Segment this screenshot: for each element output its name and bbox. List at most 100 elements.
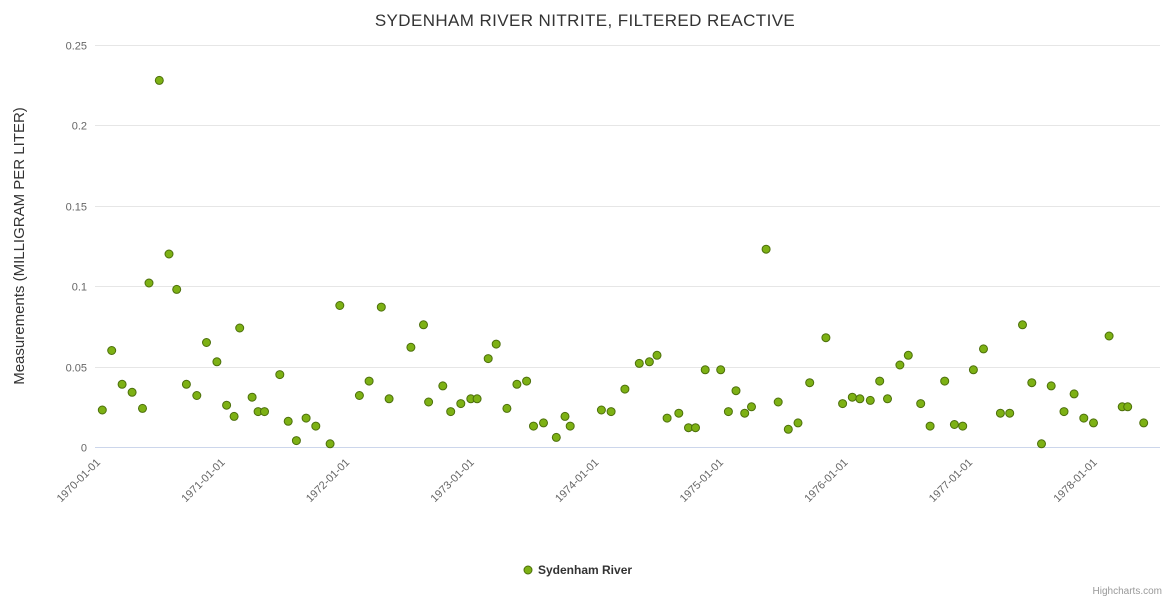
data-point[interactable] (154, 75, 164, 85)
data-point[interactable] (247, 392, 257, 402)
data-point[interactable] (212, 357, 222, 367)
data-point[interactable] (740, 408, 750, 418)
data-point[interactable] (995, 408, 1005, 418)
data-point[interactable] (895, 360, 905, 370)
data-point[interactable] (376, 302, 386, 312)
data-point[interactable] (596, 405, 606, 415)
legend-series-label[interactable]: Sydenham River (538, 563, 632, 577)
data-point[interactable] (652, 350, 662, 360)
x-tick-label: 1970-01-01 (55, 457, 103, 505)
data-point[interactable] (384, 394, 394, 404)
data-point[interactable] (1079, 413, 1089, 423)
data-point[interactable] (865, 395, 875, 405)
data-point[interactable] (364, 376, 374, 386)
legend-marker-icon (523, 565, 533, 575)
data-point[interactable] (903, 350, 913, 360)
data-point[interactable] (606, 407, 616, 417)
data-point[interactable] (117, 379, 127, 389)
data-point[interactable] (291, 436, 301, 446)
data-point[interactable] (958, 421, 968, 431)
data-point[interactable] (662, 413, 672, 423)
data-point[interactable] (731, 386, 741, 396)
data-point[interactable] (940, 376, 950, 386)
data-point[interactable] (406, 342, 416, 352)
data-point[interactable] (260, 407, 269, 417)
data-point[interactable] (235, 323, 245, 333)
data-point[interactable] (1104, 331, 1114, 341)
data-point[interactable] (456, 399, 466, 409)
data-point[interactable] (522, 376, 532, 386)
data-point[interactable] (855, 394, 865, 404)
data-point[interactable] (979, 344, 988, 354)
data-point[interactable] (691, 423, 700, 433)
data-point[interactable] (438, 381, 448, 391)
data-point[interactable] (164, 249, 174, 259)
data-point[interactable] (144, 278, 154, 288)
data-point[interactable] (138, 403, 147, 413)
data-point[interactable] (491, 339, 501, 349)
data-point[interactable] (821, 333, 831, 343)
data-point[interactable] (1005, 408, 1015, 418)
data-point[interactable] (560, 411, 570, 421)
data-point[interactable] (674, 408, 684, 418)
data-point[interactable] (419, 320, 428, 330)
data-point[interactable] (773, 397, 783, 407)
data-point[interactable] (127, 387, 137, 397)
data-point[interactable] (620, 384, 630, 394)
data-point[interactable] (634, 358, 644, 368)
data-point[interactable] (172, 284, 182, 294)
data-point[interactable] (883, 394, 892, 404)
data-point[interactable] (723, 407, 733, 417)
data-point[interactable] (283, 416, 293, 426)
data-point[interactable] (472, 394, 482, 404)
credits-link[interactable]: Highcharts.com (1093, 586, 1162, 597)
data-point[interactable] (1027, 378, 1037, 388)
data-point[interactable] (181, 379, 191, 389)
data-point[interactable] (1139, 418, 1149, 428)
data-point[interactable] (192, 391, 202, 400)
data-point[interactable] (1123, 402, 1133, 412)
data-point[interactable] (1089, 418, 1098, 428)
data-point[interactable] (700, 365, 710, 375)
data-point[interactable] (354, 391, 364, 400)
data-point[interactable] (761, 244, 771, 254)
data-point[interactable] (335, 301, 345, 310)
data-point[interactable] (644, 357, 654, 367)
data-point[interactable] (805, 378, 815, 388)
data-point[interactable] (97, 405, 107, 415)
data-point[interactable] (925, 421, 935, 431)
data-point[interactable] (783, 424, 793, 434)
data-point[interactable] (483, 354, 493, 364)
data-point[interactable] (949, 420, 959, 429)
data-point[interactable] (311, 421, 321, 431)
data-point[interactable] (847, 392, 857, 402)
data-point[interactable] (1046, 381, 1056, 391)
data-point[interactable] (968, 365, 978, 375)
data-point[interactable] (229, 411, 239, 421)
data-point[interactable] (747, 402, 756, 412)
data-point[interactable] (502, 403, 512, 413)
data-point[interactable] (275, 370, 285, 380)
legend[interactable]: Sydenham River (523, 563, 632, 577)
data-point[interactable] (1018, 320, 1027, 330)
data-point[interactable] (301, 413, 311, 423)
data-point[interactable] (529, 421, 538, 431)
data-point[interactable] (875, 376, 885, 386)
data-point[interactable] (551, 432, 561, 442)
data-point[interactable] (539, 418, 548, 428)
data-point[interactable] (512, 379, 522, 389)
data-point[interactable] (916, 399, 926, 409)
data-point[interactable] (1059, 407, 1069, 417)
data-point[interactable] (716, 365, 726, 375)
data-point[interactable] (565, 421, 575, 431)
data-point[interactable] (202, 338, 211, 347)
data-point[interactable] (446, 407, 456, 417)
data-point[interactable] (838, 399, 848, 409)
data-point[interactable] (1069, 389, 1079, 399)
data-point[interactable] (222, 400, 232, 410)
data-point[interactable] (1037, 439, 1046, 449)
data-point[interactable] (793, 418, 803, 428)
data-point[interactable] (325, 439, 335, 449)
data-point[interactable] (424, 397, 434, 407)
data-point[interactable] (107, 346, 117, 355)
